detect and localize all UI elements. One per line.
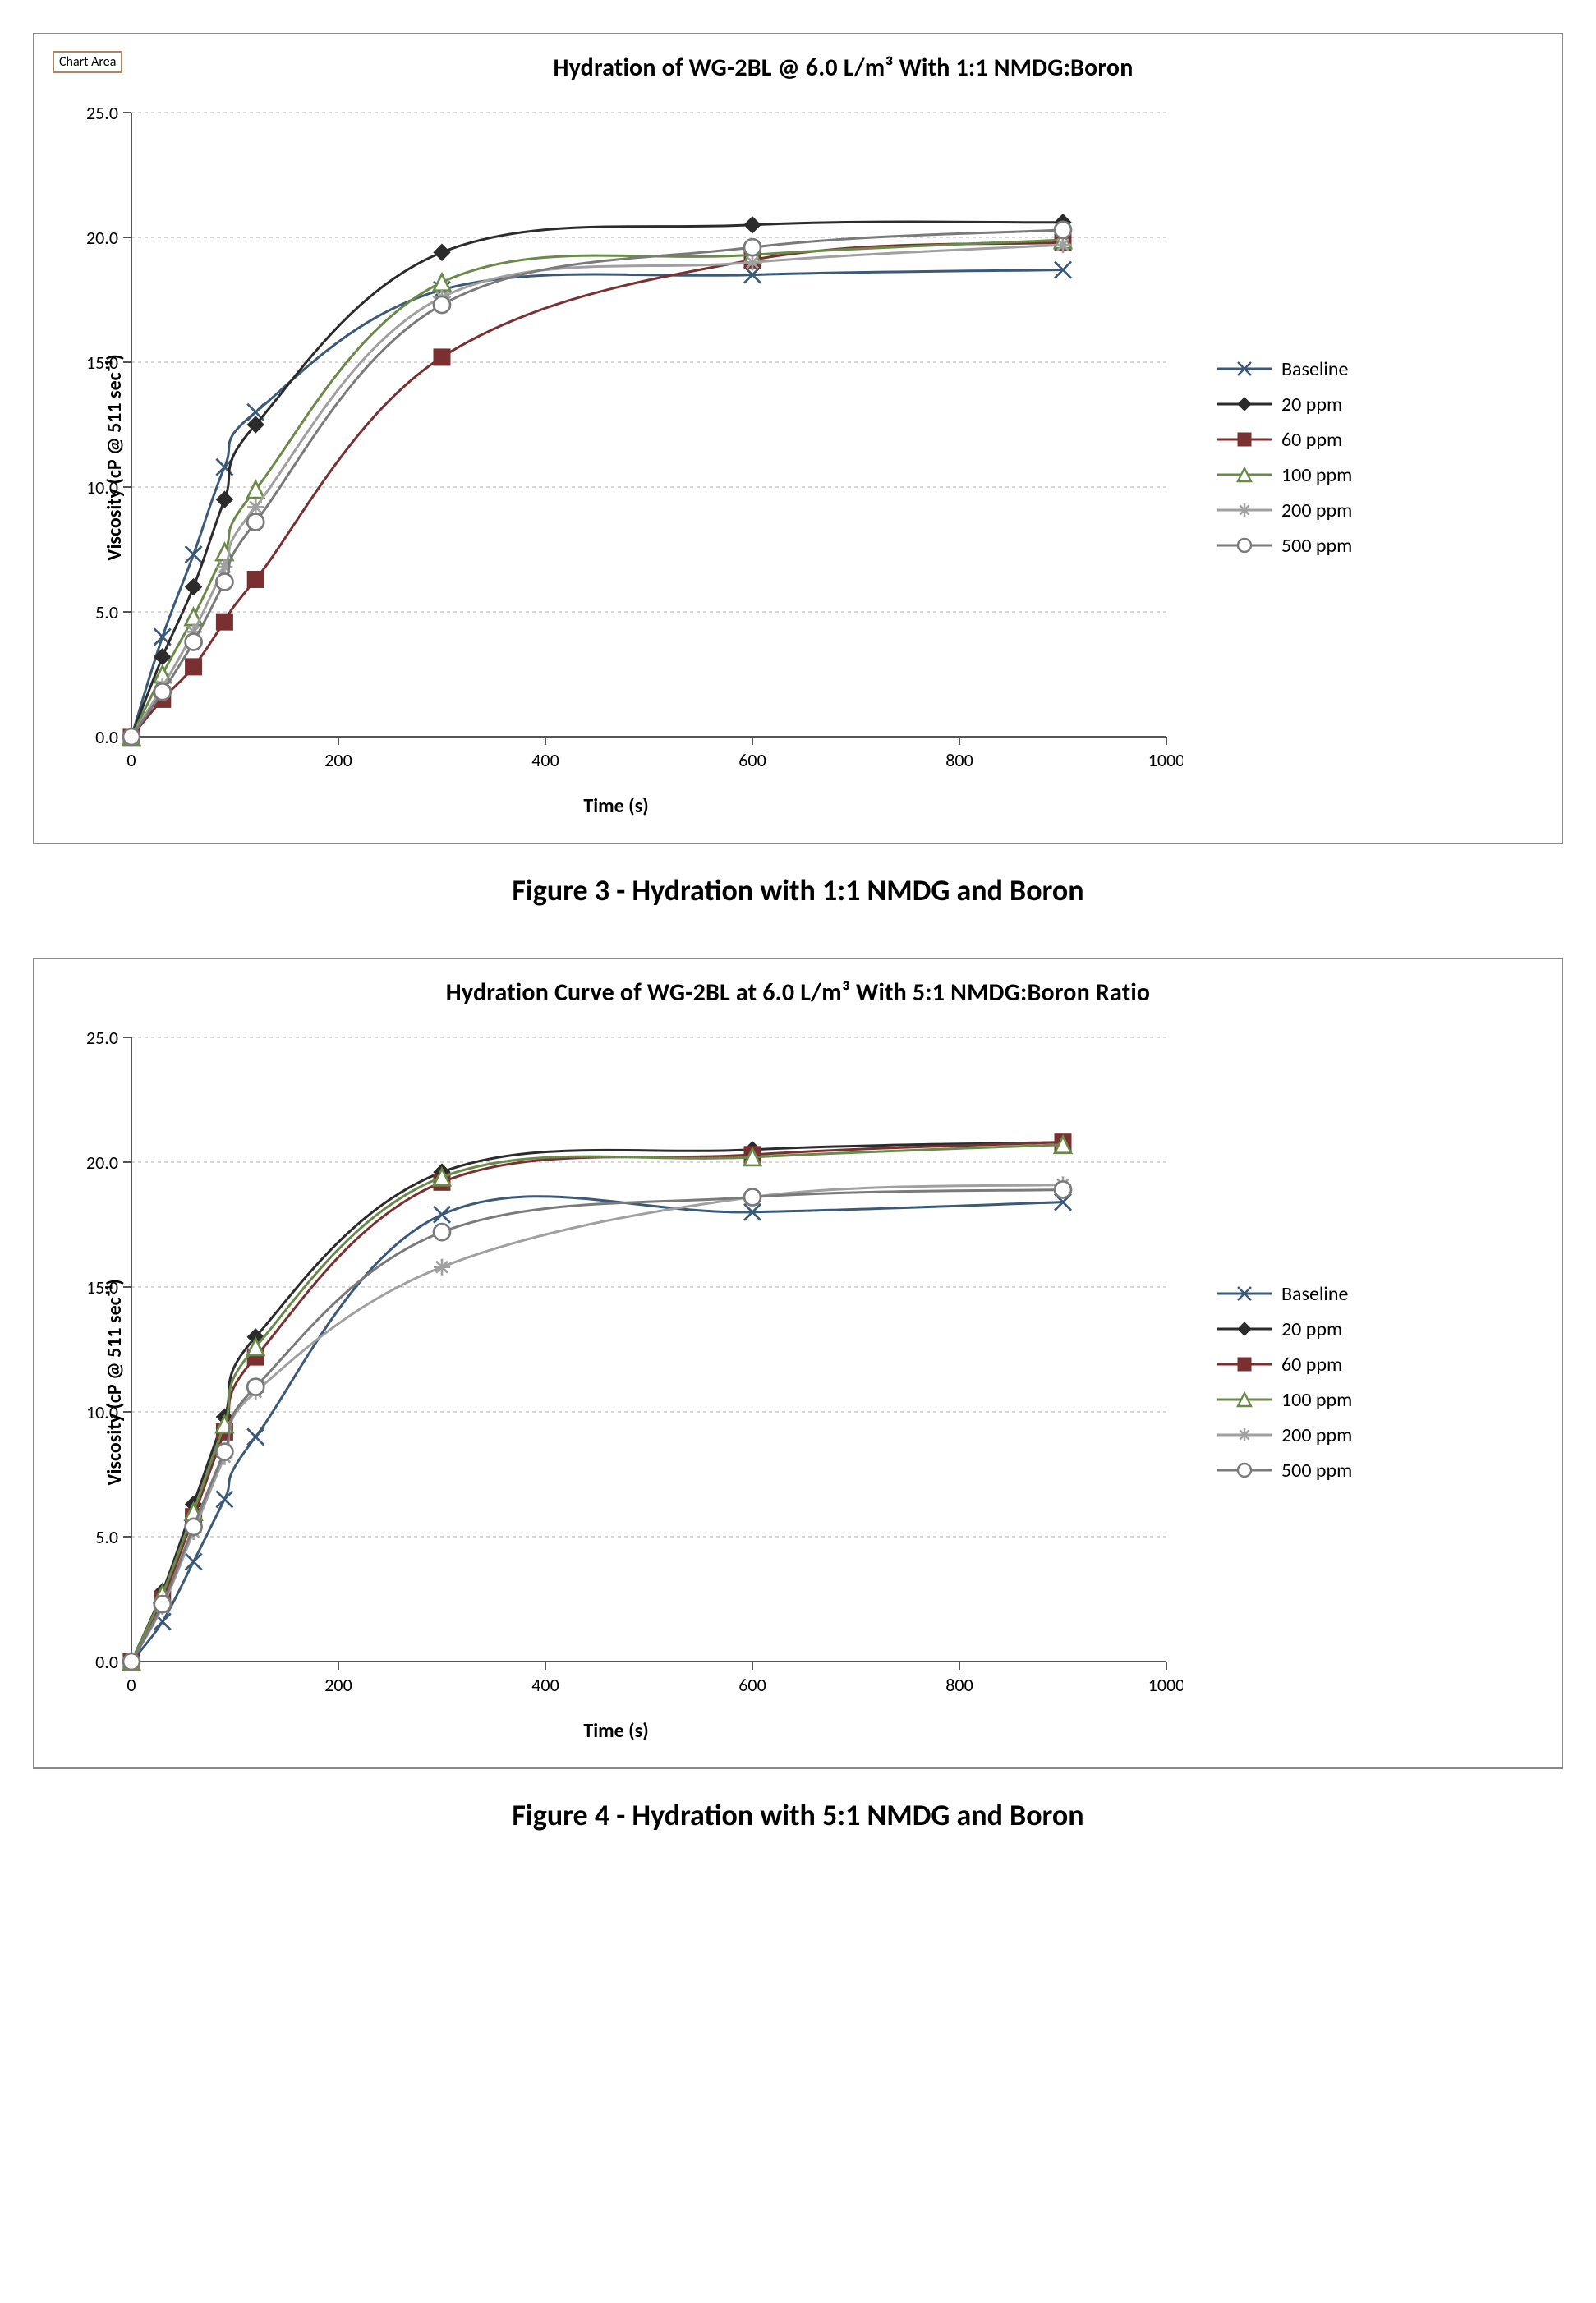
legend-swatch-icon xyxy=(1216,1425,1273,1445)
svg-text:20.0: 20.0 xyxy=(86,1152,118,1174)
figure-4-plot: 0.05.010.015.020.025.002004006008001000 xyxy=(49,1021,1183,1711)
legend-label: 200 ppm xyxy=(1281,1423,1352,1447)
legend-item: 20 ppm xyxy=(1216,393,1352,416)
page: Chart Area Hydration of WG-2BL @ 6.0 L/m… xyxy=(33,33,1563,1833)
legend-label: 500 ppm xyxy=(1281,534,1352,558)
legend-item: 20 ppm xyxy=(1216,1317,1352,1341)
svg-text:200: 200 xyxy=(324,749,352,771)
svg-text:0.0: 0.0 xyxy=(95,1651,118,1673)
svg-text:1000: 1000 xyxy=(1148,749,1183,771)
svg-text:0.0: 0.0 xyxy=(95,726,118,748)
legend-swatch-icon xyxy=(1216,1354,1273,1374)
legend-swatch-icon xyxy=(1216,536,1273,555)
legend-item: Baseline xyxy=(1216,357,1352,381)
legend-swatch-icon xyxy=(1216,1284,1273,1303)
figure-4-caption: Figure 4 - Hydration with 5:1 NMDG and B… xyxy=(33,1797,1563,1833)
legend-swatch-icon xyxy=(1216,394,1273,414)
figure-3-caption: Figure 3 - Hydration with 1:1 NMDG and B… xyxy=(33,872,1563,908)
legend-item: 100 ppm xyxy=(1216,1388,1352,1412)
legend-swatch-icon xyxy=(1216,1460,1273,1480)
figure-4-legend: Baseline 20 ppm 60 ppm 100 ppm 200 ppm 500 pp… xyxy=(1216,1271,1352,1494)
svg-text:5.0: 5.0 xyxy=(95,601,118,623)
figure-3-xlabel: Time (s) xyxy=(49,794,1183,818)
figure-3-title: Hydration of WG-2BL @ 6.0 L/m³ With 1:1 … xyxy=(49,53,1547,83)
legend-item: 60 ppm xyxy=(1216,428,1352,452)
svg-text:20.0: 20.0 xyxy=(86,227,118,249)
svg-text:200: 200 xyxy=(324,1674,352,1696)
figure-3-ylabel: Viscosity (cP @ 511 sec⁻¹) xyxy=(103,354,126,560)
figure-3-plot: 0.05.010.015.020.025.002004006008001000 xyxy=(49,96,1183,786)
svg-text:400: 400 xyxy=(531,749,559,771)
legend-swatch-icon xyxy=(1216,430,1273,449)
legend-item: 200 ppm xyxy=(1216,499,1352,522)
svg-text:25.0: 25.0 xyxy=(86,1027,118,1049)
figure-4-chart-frame: Hydration Curve of WG-2BL at 6.0 L/m³ Wi… xyxy=(33,958,1563,1769)
legend-label: 60 ppm xyxy=(1281,428,1342,452)
svg-text:0: 0 xyxy=(126,1674,136,1696)
legend-label: 20 ppm xyxy=(1281,393,1342,416)
legend-swatch-icon xyxy=(1216,1319,1273,1339)
legend-item: 60 ppm xyxy=(1216,1353,1352,1377)
legend-item: 500 ppm xyxy=(1216,1459,1352,1482)
figure-3-body: Viscosity (cP @ 511 sec⁻¹) 0.05.010.015.… xyxy=(49,96,1547,818)
figure-3-plot-wrap: Viscosity (cP @ 511 sec⁻¹) 0.05.010.015.… xyxy=(49,96,1183,818)
legend-swatch-icon xyxy=(1216,359,1273,379)
figure-4-block: Hydration Curve of WG-2BL at 6.0 L/m³ Wi… xyxy=(33,958,1563,1833)
figure-3-chart-frame: Chart Area Hydration of WG-2BL @ 6.0 L/m… xyxy=(33,33,1563,844)
legend-label: 60 ppm xyxy=(1281,1353,1342,1377)
figure-3-block: Chart Area Hydration of WG-2BL @ 6.0 L/m… xyxy=(33,33,1563,908)
legend-item: 100 ppm xyxy=(1216,463,1352,487)
figure-4-xlabel: Time (s) xyxy=(49,1719,1183,1743)
legend-label: Baseline xyxy=(1281,357,1348,381)
legend-swatch-icon xyxy=(1216,465,1273,485)
figure-4-title: Hydration Curve of WG-2BL at 6.0 L/m³ Wi… xyxy=(49,977,1547,1008)
svg-text:0: 0 xyxy=(126,749,136,771)
legend-label: 200 ppm xyxy=(1281,499,1352,522)
svg-text:1000: 1000 xyxy=(1148,1674,1183,1696)
svg-text:800: 800 xyxy=(945,1674,973,1696)
figure-3-legend: Baseline 20 ppm 60 ppm 100 ppm 200 ppm 500 pp… xyxy=(1216,346,1352,569)
legend-label: 20 ppm xyxy=(1281,1317,1342,1341)
legend-label: Baseline xyxy=(1281,1282,1348,1306)
chart-area-tag: Chart Area xyxy=(53,51,122,73)
svg-text:800: 800 xyxy=(945,749,973,771)
svg-text:5.0: 5.0 xyxy=(95,1526,118,1548)
legend-item: Baseline xyxy=(1216,1282,1352,1306)
svg-text:600: 600 xyxy=(738,749,766,771)
figure-4-ylabel: Viscosity (cP @ 511 sec⁻¹) xyxy=(103,1279,126,1485)
figure-4-plot-wrap: Viscosity (cP @ 511 sec⁻¹) 0.05.010.015.… xyxy=(49,1021,1183,1743)
legend-item: 500 ppm xyxy=(1216,534,1352,558)
legend-swatch-icon xyxy=(1216,500,1273,520)
svg-text:400: 400 xyxy=(531,1674,559,1696)
legend-label: 100 ppm xyxy=(1281,1388,1352,1412)
legend-item: 200 ppm xyxy=(1216,1423,1352,1447)
svg-text:600: 600 xyxy=(738,1674,766,1696)
legend-swatch-icon xyxy=(1216,1390,1273,1409)
svg-text:25.0: 25.0 xyxy=(86,102,118,124)
legend-label: 500 ppm xyxy=(1281,1459,1352,1482)
figure-4-body: Viscosity (cP @ 511 sec⁻¹) 0.05.010.015.… xyxy=(49,1021,1547,1743)
legend-label: 100 ppm xyxy=(1281,463,1352,487)
